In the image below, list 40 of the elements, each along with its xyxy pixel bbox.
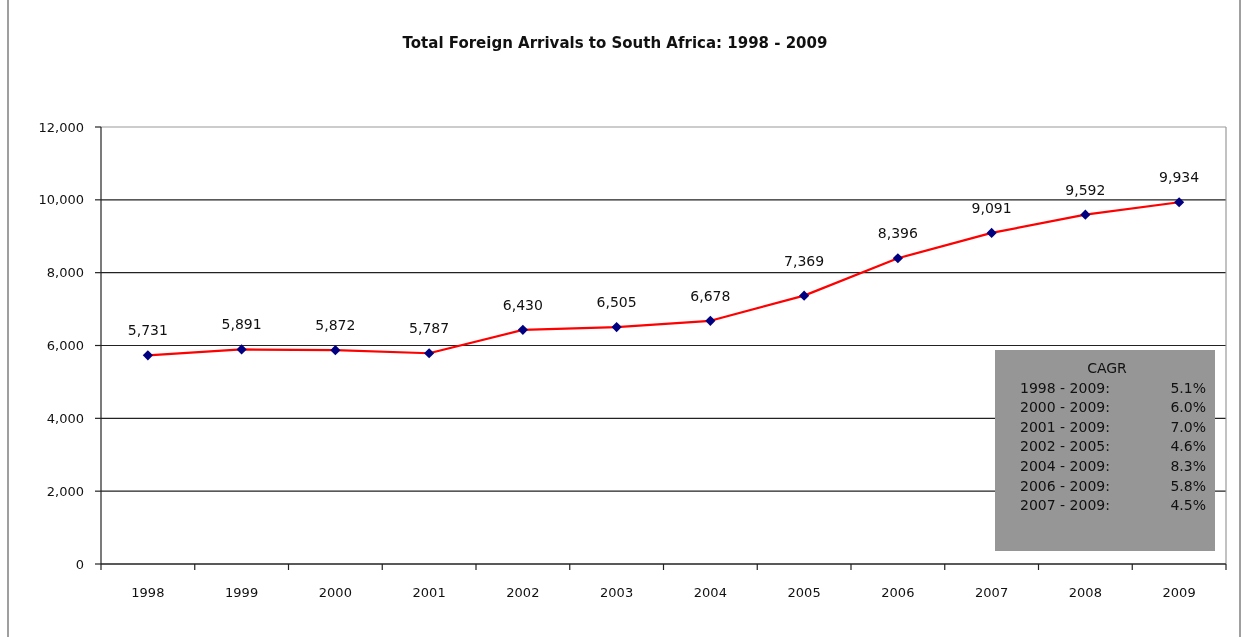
- text: 2007 - 2009: 4.5%: [1020, 497, 1206, 514]
- x-tick-label: 2001: [412, 585, 446, 600]
- text: 2001 - 2009: 7.0%: [1020, 418, 1206, 435]
- text: 2004 - 2009: 8.3%: [1020, 458, 1206, 474]
- data-label: 9,091: [971, 199, 1012, 216]
- text: 2000 - 2009: 6.0%: [1020, 399, 1206, 416]
- y-tick-label: 8,000: [46, 265, 84, 281]
- y-tick-label: 4,000: [46, 410, 84, 426]
- x-tick-label: 2000: [318, 585, 352, 600]
- x-tick-label: 2007: [975, 585, 1009, 600]
- y-tick-label: 10,000: [38, 192, 84, 208]
- y-tick-label: 12,000: [38, 119, 84, 135]
- data-label: 5,731: [127, 322, 168, 339]
- x-tick-label: 2004: [693, 585, 727, 600]
- data-label: 9,934: [1159, 169, 1200, 186]
- text: 2002 - 2005: 4.6%: [1020, 438, 1206, 455]
- annotation: CAGR: [1087, 360, 1128, 376]
- x-tick-label: 2005: [787, 585, 821, 600]
- x-tick-label: 2003: [600, 585, 634, 600]
- y-tick-label: 6,000: [46, 338, 84, 354]
- chart-title: Total Foreign Arrivals to South Africa: 1998 - 2009: [402, 34, 828, 52]
- x-tick-label: 2002: [506, 585, 540, 600]
- data-label: 8,396: [877, 225, 918, 242]
- data-label: 6,430: [502, 296, 543, 313]
- x-tick-label: 2009: [1162, 585, 1196, 600]
- x-tick-label: 2006: [881, 585, 915, 600]
- text: 2006 - 2009: 5.8%: [1020, 477, 1206, 494]
- x-tick-label: 1999: [225, 585, 259, 600]
- data-label: 9,592: [1065, 181, 1106, 198]
- data-label: 5,872: [315, 317, 356, 334]
- data-label: 6,505: [596, 294, 637, 311]
- y-tick-label: 0: [75, 556, 84, 572]
- data-label: 6,678: [690, 287, 731, 304]
- text: 1998 - 2009: 5.1%: [1020, 379, 1206, 396]
- data-label: 7,369: [784, 252, 825, 269]
- y-tick-label: 2,000: [46, 483, 84, 499]
- data-label: 5,787: [409, 320, 450, 337]
- data-label: 5,891: [221, 316, 262, 333]
- x-tick-label: 1998: [131, 585, 165, 600]
- x-tick-label: 2008: [1068, 585, 1102, 600]
